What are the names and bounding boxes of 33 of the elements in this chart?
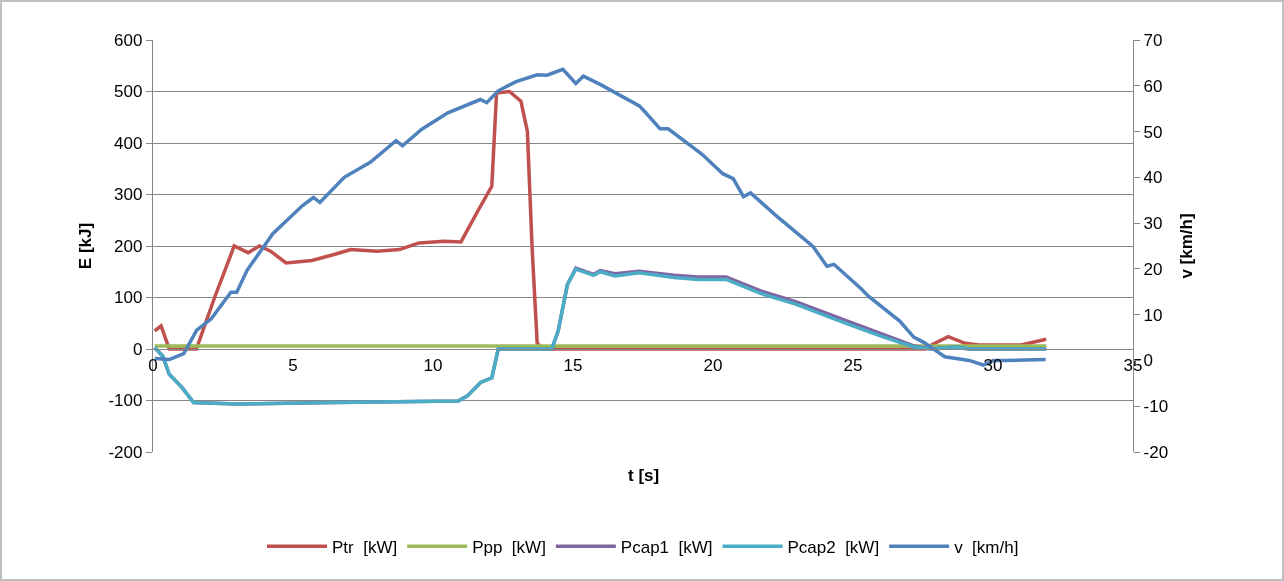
x-tick-label: 5: [288, 355, 298, 375]
y-axis-title: E [kJ]: [75, 222, 95, 270]
y2-tick-label: 50: [1143, 122, 1163, 142]
y2-tick-label: 20: [1143, 259, 1163, 279]
y-tick-label: 200: [114, 236, 143, 256]
x-tick-label: 15: [563, 355, 583, 375]
x-tick-label: 10: [423, 355, 443, 375]
y-tick-label: 0: [132, 339, 143, 359]
legend-label: Ppp [kW]: [472, 537, 546, 557]
legend-label: Pcap1 [kW]: [620, 537, 713, 557]
x-axis-title: t [s]: [628, 466, 660, 485]
legend-label: Pcap2 [kW]: [787, 537, 880, 557]
y-tick-label: 600: [114, 30, 143, 50]
y2-tick-label: -20: [1143, 442, 1169, 462]
y-tick-label: 300: [114, 185, 143, 205]
y2-tick-label: -10: [1143, 397, 1169, 417]
x-tick-label: 20: [703, 355, 723, 375]
y-tick-label: 100: [114, 288, 143, 308]
x-tick-label: 35: [1123, 355, 1143, 375]
y2-tick-label: 70: [1143, 30, 1163, 50]
x-tick-label: 25: [843, 355, 863, 375]
y-tick-label: 400: [114, 133, 143, 153]
legend-label: v [km/h]: [954, 537, 1019, 557]
y-tick-label: -200: [108, 442, 143, 462]
x-tick-label: 0: [148, 355, 158, 375]
y-tick-label: -100: [108, 391, 143, 411]
y2-tick-label: 30: [1143, 214, 1163, 234]
y2-tick-label: 60: [1143, 76, 1163, 96]
legend-label: Ptr [kW]: [332, 537, 398, 557]
y2-axis-title: v [km/h]: [1176, 213, 1196, 279]
y-tick-label: 500: [114, 82, 143, 102]
y2-tick-label: 10: [1143, 305, 1163, 325]
y2-tick-label: 40: [1143, 168, 1163, 188]
